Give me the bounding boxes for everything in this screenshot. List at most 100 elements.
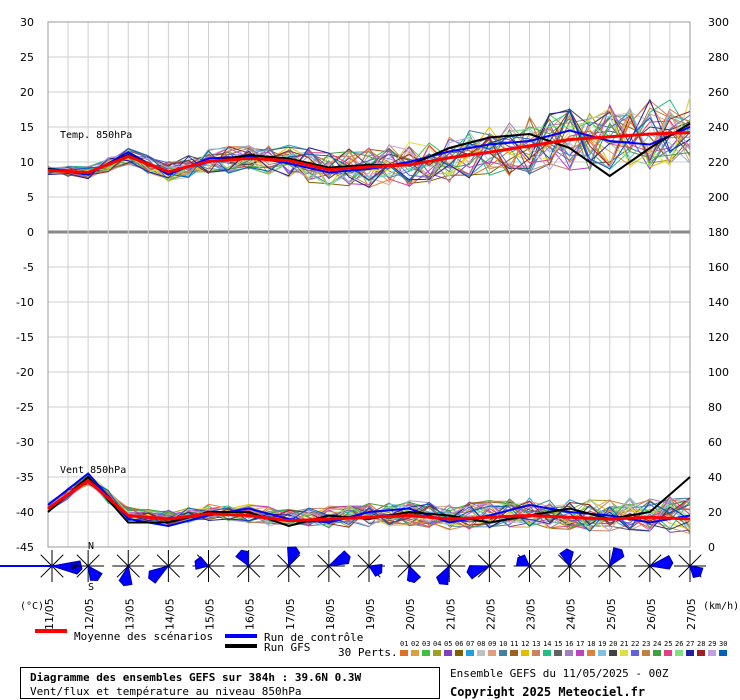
- pert-swatch: [444, 650, 452, 656]
- wind-rose: [553, 548, 586, 582]
- pert-number: 19: [598, 640, 607, 648]
- left-tick-label: 25: [20, 51, 34, 64]
- legend-control-label: Run de contrôle: [264, 631, 364, 644]
- run-label: Ensemble GEFS du 11/05/2025 - 00Z: [450, 667, 669, 680]
- pert-number: 11: [510, 640, 519, 648]
- pert-swatch: [609, 650, 617, 656]
- right-tick-label: 160: [708, 261, 729, 274]
- wind-rose: [112, 550, 145, 587]
- wind-series-line: [47, 472, 691, 528]
- date-label: 18/05: [324, 598, 337, 630]
- temp-title: Temp. 850hPa: [60, 130, 132, 141]
- compass-w-label: W: [71, 562, 78, 573]
- date-label: 12/05: [83, 598, 96, 630]
- left-tick-label: -15: [16, 331, 34, 344]
- compass-s-label: S: [88, 582, 94, 593]
- pert-number: 15: [554, 640, 563, 648]
- pert-number: 25: [664, 640, 673, 648]
- left-tick-label: -35: [16, 471, 34, 484]
- right-tick-label: 0: [708, 541, 715, 554]
- right-tick-label: 60: [708, 436, 722, 449]
- legend-gfs-swatch: [225, 644, 257, 648]
- date-label: 15/05: [204, 598, 217, 630]
- pert-swatch: [422, 650, 430, 656]
- date-label: 26/05: [645, 598, 658, 630]
- pert-number: 09: [488, 640, 497, 648]
- pert-swatch: [576, 650, 584, 656]
- left-tick-label: -10: [16, 296, 34, 309]
- wind-rose: [433, 550, 466, 586]
- pert-number: 20: [609, 640, 618, 648]
- temp-pert-line: [47, 97, 691, 179]
- left-tick-label: 30: [20, 16, 34, 29]
- date-label: 25/05: [605, 598, 618, 630]
- wind-rose: [72, 550, 105, 582]
- pert-number: 23: [642, 640, 651, 648]
- pert-number: 02: [411, 640, 420, 648]
- wind-pert-line: [47, 473, 691, 529]
- right-tick-label: 240: [708, 121, 729, 134]
- date-label: 24/05: [565, 598, 578, 630]
- pert-swatch: [664, 650, 672, 656]
- date-label: 27/05: [685, 598, 698, 630]
- wind-rose: [513, 550, 546, 582]
- legend-control-swatch: [225, 634, 257, 638]
- temp-pert-line: [47, 107, 691, 183]
- plot-frame: [47, 21, 691, 548]
- copyright: Copyright 2025 Meteociel.fr: [450, 685, 646, 699]
- pert-swatch: [587, 650, 595, 656]
- right-tick-label: 40: [708, 471, 722, 484]
- pert-number: 03: [422, 640, 431, 648]
- right-tick-label: 220: [708, 156, 729, 169]
- right-tick-label: 280: [708, 51, 729, 64]
- pert-swatch: [598, 650, 606, 656]
- wind-rose: [312, 550, 351, 582]
- wind-rose: [148, 550, 185, 584]
- pert-swatch: [631, 650, 639, 656]
- pert-number: 12: [521, 640, 530, 648]
- pert-swatch: [565, 650, 573, 656]
- left-tick-label: -5: [23, 261, 34, 274]
- date-label: 22/05: [484, 598, 497, 630]
- pert-swatch: [400, 650, 408, 656]
- pert-number: 16: [565, 640, 574, 648]
- pert-number: 26: [675, 640, 684, 648]
- temp-series-line: [47, 131, 691, 175]
- left-tick-label: 0: [27, 226, 34, 239]
- date-label: 21/05: [444, 598, 457, 630]
- pert-swatch: [455, 650, 463, 656]
- pert-swatch: [411, 650, 419, 656]
- wind-rose: [593, 547, 626, 582]
- wind-rose: [36, 550, 83, 582]
- right-tick-label: 200: [708, 191, 729, 204]
- pert-number: 08: [477, 640, 486, 648]
- wind-rose: [393, 550, 426, 584]
- left-tick-label: 15: [20, 121, 34, 134]
- pert-swatch: [543, 650, 551, 656]
- pert-number: 07: [466, 640, 475, 648]
- wind-series-line: [47, 475, 691, 528]
- date-label: 14/05: [163, 598, 176, 630]
- pert-swatch: [466, 650, 474, 656]
- pert-number: 21: [620, 640, 629, 648]
- temp-pert-line: [47, 98, 691, 188]
- left-tick-label: 5: [27, 191, 34, 204]
- wind-rose: [192, 550, 225, 582]
- pert-swatch: [521, 650, 529, 656]
- wind-rose: [674, 550, 706, 582]
- right-tick-label: 20: [708, 506, 722, 519]
- pert-swatch: [697, 650, 705, 656]
- x-axis-date-labels: 11/05 12/05 13/05 14/05 15/05 16/05 17/05 18/05…: [43, 598, 698, 630]
- pert-swatch: [719, 650, 727, 656]
- pert-number: 04: [433, 640, 442, 648]
- right-tick-label: 100: [708, 366, 729, 379]
- pert-swatch: [499, 650, 507, 656]
- left-tick-label: -30: [16, 436, 34, 449]
- left-tick-label: -45: [16, 541, 34, 554]
- left-tick-label: 10: [20, 156, 34, 169]
- pert-swatch: [686, 650, 694, 656]
- right-tick-label: 300: [708, 16, 729, 29]
- wind-rose: [272, 546, 305, 582]
- left-tick-label: -25: [16, 401, 34, 414]
